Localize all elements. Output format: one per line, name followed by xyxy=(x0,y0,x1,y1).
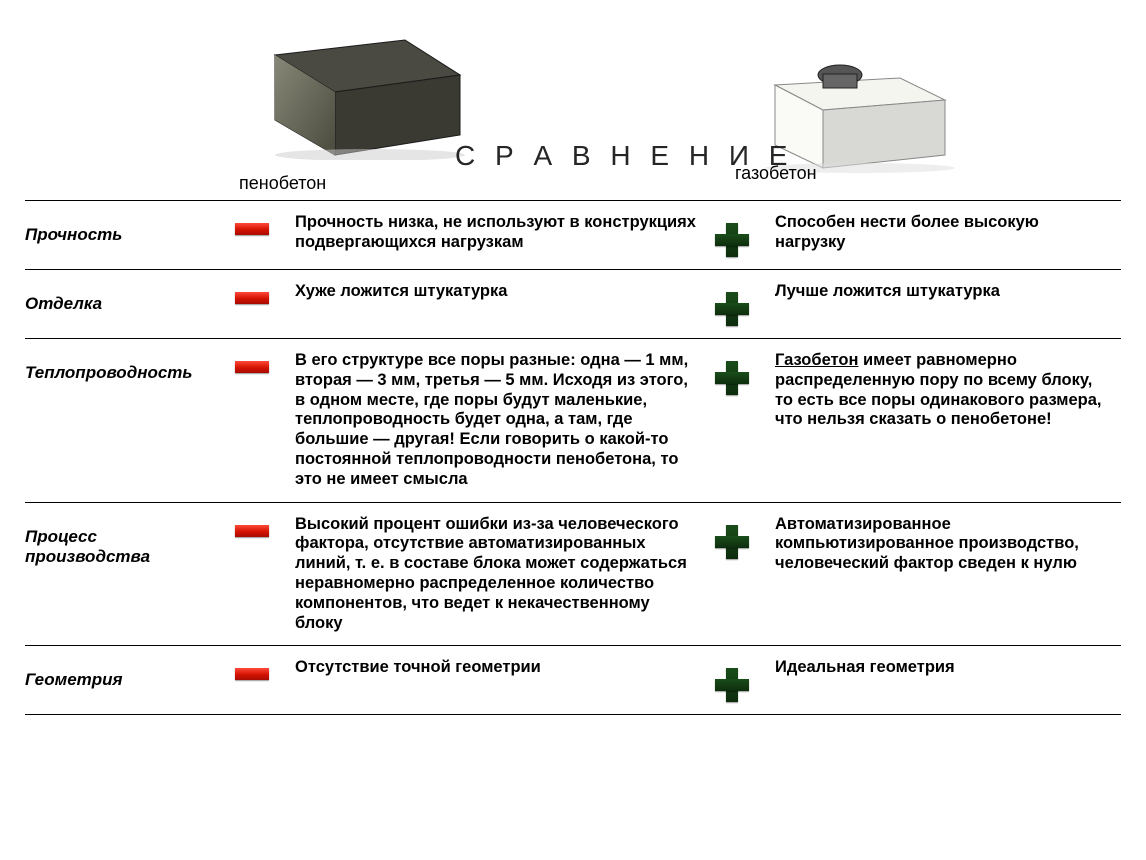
row-label-strength: Прочность xyxy=(25,213,235,245)
minus-icon xyxy=(235,213,295,235)
right-description: Газобетон имеет равномерно распределенну… xyxy=(775,351,1121,430)
right-description: Автоматизированное компьютизированное пр… xyxy=(775,515,1121,574)
left-description: Отсутствие точной геометрии xyxy=(295,658,715,678)
comparison-row: Геометрия Отсутствие точной геометрии Ид… xyxy=(25,645,1121,714)
minus-icon xyxy=(235,658,295,680)
minus-icon xyxy=(235,282,295,304)
row-label-thermal: Теплопроводность xyxy=(25,351,235,383)
comparison-row: Процесс производства Высокий процент оши… xyxy=(25,502,1121,646)
column-label-right: газобетон xyxy=(735,163,817,188)
row-label-geometry: Геометрия xyxy=(25,658,235,690)
plus-icon xyxy=(715,351,775,395)
column-label-left: пенобетон xyxy=(239,173,326,198)
foam-concrete-illustration xyxy=(255,20,475,165)
right-description: Лучше ложится штукатурка xyxy=(775,282,1121,302)
comparison-row: Прочность Прочность низка, не используют… xyxy=(25,200,1121,269)
left-description: Прочность низка, не используют в констру… xyxy=(295,213,715,253)
minus-icon xyxy=(235,515,295,537)
right-description: Идеальная геометрия xyxy=(775,658,1121,678)
row-label-process: Процесс производства xyxy=(25,515,235,567)
bottom-border xyxy=(25,714,1121,715)
header: С Р А В Н Е Н И Е пенобетон газобетон xyxy=(25,10,1121,200)
plus-icon xyxy=(715,515,775,559)
left-description: Высокий процент ошибки из-за человеческо… xyxy=(295,515,715,634)
plus-icon xyxy=(715,282,775,326)
minus-icon xyxy=(235,351,295,373)
left-description: В его структуре все поры разные: одна — … xyxy=(295,351,715,490)
left-description: Хуже ложится штукатурка xyxy=(295,282,715,302)
comparison-row: Отделка Хуже ложится штукатурка Лучше ло… xyxy=(25,269,1121,338)
plus-icon xyxy=(715,658,775,702)
underlined-word: Газобетон xyxy=(775,351,858,369)
right-description: Способен нести более высокую нагрузку xyxy=(775,213,1121,253)
plus-icon xyxy=(715,213,775,257)
comparison-row: Теплопроводность В его структуре все пор… xyxy=(25,338,1121,502)
row-label-finishing: Отделка xyxy=(25,282,235,314)
